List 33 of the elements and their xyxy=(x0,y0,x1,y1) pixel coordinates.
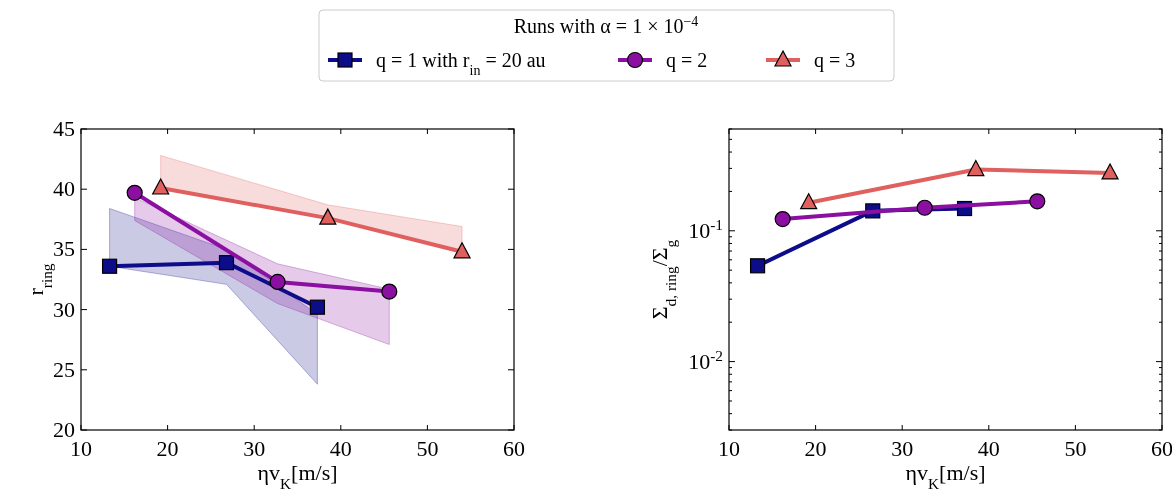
y-tick-label: 25 xyxy=(53,356,75,382)
point xyxy=(453,242,471,259)
x-tick-label: 20 xyxy=(804,436,827,461)
point xyxy=(269,273,286,291)
point xyxy=(126,184,143,201)
x-tick-label: 60 xyxy=(503,436,525,461)
x-tick-label: 40 xyxy=(329,436,352,461)
y-tick-label: 10$^{-1}$ xyxy=(688,215,723,243)
x-tick-label: 30 xyxy=(243,436,266,461)
point xyxy=(381,283,398,300)
x-axis-title: ηv$_{K}$[m/s] xyxy=(257,460,338,492)
y-tick-label: 30 xyxy=(53,296,75,322)
point xyxy=(309,299,326,315)
point xyxy=(218,255,235,271)
y-tick-label: 35 xyxy=(53,236,75,262)
x-tick-label: 60 xyxy=(1151,436,1172,461)
y-tick-label: 10$^{-2}$ xyxy=(688,346,723,374)
x-tick-label: 10 xyxy=(718,436,740,461)
y-tick-label: 40 xyxy=(53,176,75,202)
legend-label: q = 1 with r$_{in}$ = 20 au xyxy=(376,49,546,78)
x-tick-label: 30 xyxy=(891,436,914,461)
legend-title: Runs with α = 1 × 10$^{−4}$ xyxy=(513,13,699,37)
point xyxy=(101,258,118,274)
legend-label: q = 2 xyxy=(666,49,708,72)
x-tick-label: 40 xyxy=(977,436,1000,461)
x-tick-label: 50 xyxy=(1064,436,1087,461)
legend-label: q = 3 xyxy=(814,49,856,72)
point xyxy=(319,208,337,225)
y-tick-label: 45 xyxy=(53,116,75,141)
x-axis-title: ηv$_{K}$[m/s] xyxy=(905,460,986,492)
x-tick-label: 20 xyxy=(156,436,179,461)
point xyxy=(152,178,170,195)
x-tick-label: 50 xyxy=(416,436,439,461)
